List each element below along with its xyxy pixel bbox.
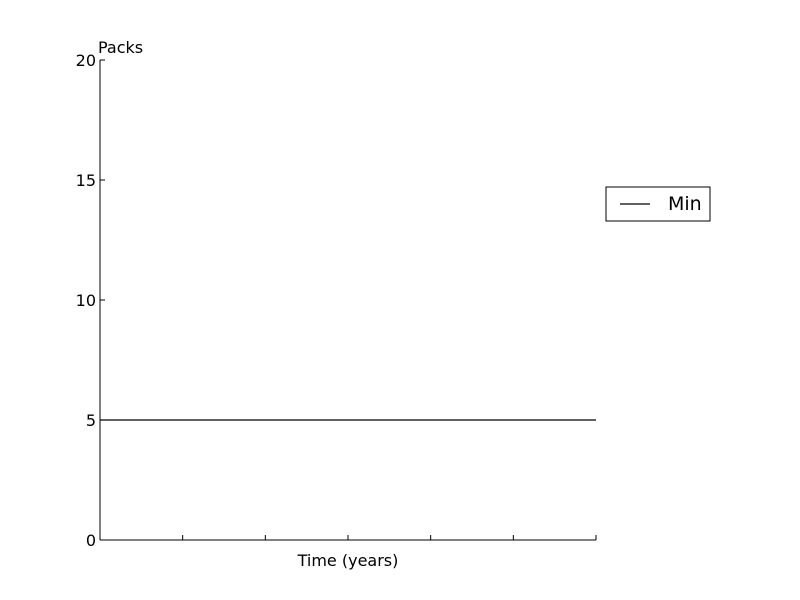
legend: Min — [605, 186, 711, 222]
plot-area: 0 5 10 15 20 — [76, 51, 597, 550]
x-ticks — [99, 535, 597, 540]
y-tick-label: 5 — [86, 411, 96, 430]
y-tick-label: 20 — [76, 51, 96, 70]
y-axis-label: Packs — [98, 38, 143, 57]
y-ticks: 0 5 10 15 20 — [76, 51, 105, 550]
legend-label-min: Min — [668, 193, 702, 215]
x-axis-label: Time (years) — [297, 551, 399, 570]
y-tick-label: 10 — [76, 291, 96, 310]
y-tick-label: 0 — [86, 531, 96, 550]
y-tick-label: 15 — [76, 171, 96, 190]
